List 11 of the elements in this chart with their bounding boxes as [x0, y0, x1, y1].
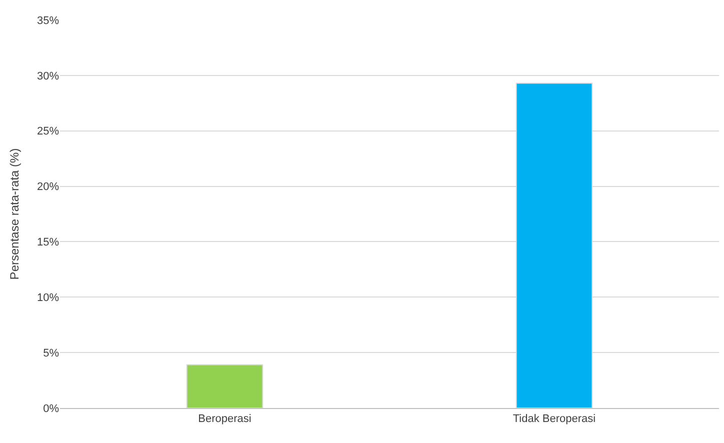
- y-tick-label: 0%: [43, 402, 60, 415]
- y-tick-label: 20%: [36, 181, 60, 194]
- y-tick-label: 15%: [36, 236, 60, 249]
- y-tick-label: 10%: [36, 292, 60, 304]
- x-tick-label: Beroperasi: [198, 413, 252, 426]
- x-tick-label: Tidak Beroperasi: [512, 413, 596, 426]
- y-tick-label: 5%: [43, 347, 60, 360]
- y-axis-title: Persentase rata-rata (%): [7, 148, 22, 280]
- y-tick-label: 25%: [36, 126, 60, 138]
- y-tick-label: 30%: [36, 70, 60, 82]
- y-tick-label: 35%: [36, 14, 60, 27]
